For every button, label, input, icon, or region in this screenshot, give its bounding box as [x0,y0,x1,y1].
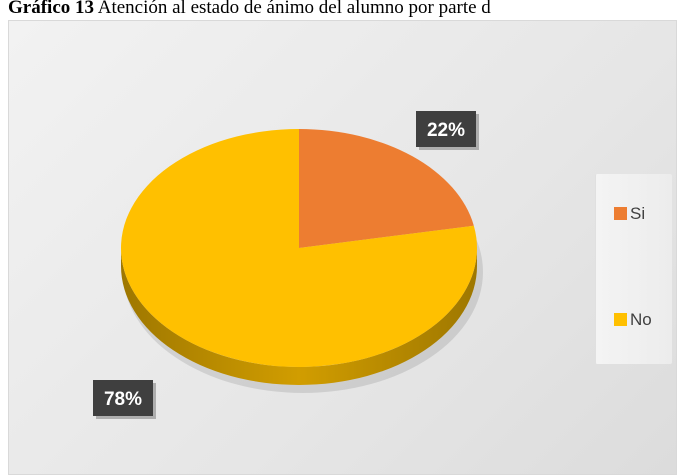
legend-label-no: No [630,310,652,329]
pie-slice-no [120,129,478,368]
legend-item-no: No [614,310,652,330]
legend-label-si: Si [630,204,646,223]
legend-swatch-no [614,313,627,326]
pie-chart: 22% 78% [93,111,483,419]
caption-text: Atención al estado de ánimo del alumno p… [94,0,491,18]
legend: Si No [595,174,672,364]
svg-text:22%: 22% [427,120,465,141]
data-label-si: 22% [416,111,479,150]
legend-swatch-si [614,207,627,220]
legend-item-si: Si [614,204,645,224]
caption-label: Gráfico 13 [8,0,95,18]
svg-text:78%: 78% [104,389,142,410]
pie-slice-si [299,129,474,248]
data-label-no: 78% [93,380,156,419]
figure-caption: Gráfico 13 Atención al estado de ánimo d… [8,0,677,20]
chart-area: 22% 78% Si No [8,20,677,475]
